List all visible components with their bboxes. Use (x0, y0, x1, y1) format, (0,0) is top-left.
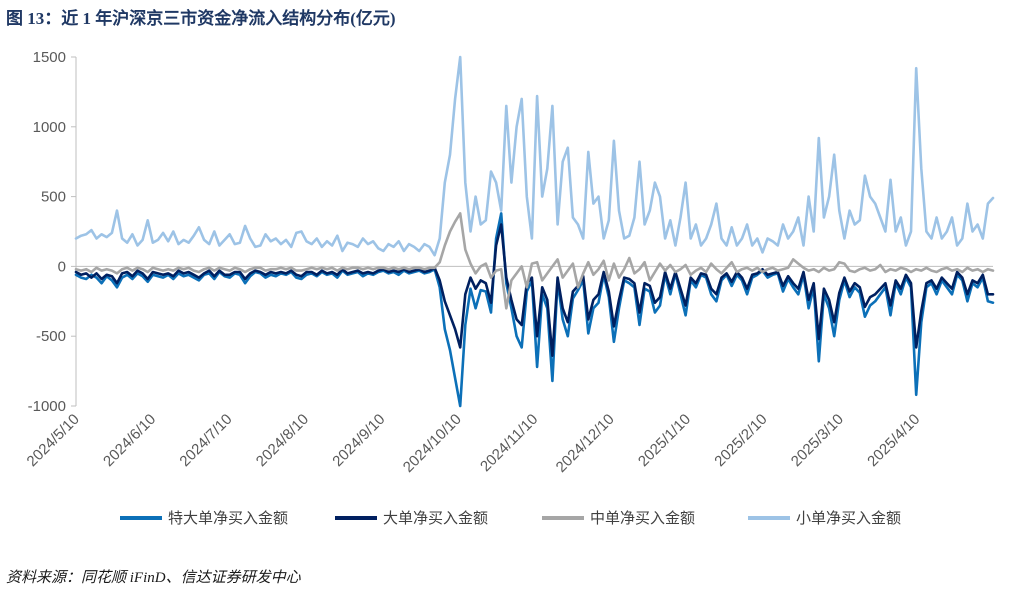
x-tick-label: 2024/6/10 (100, 411, 159, 470)
x-tick-label: 2024/8/10 (253, 411, 312, 470)
series-line-2 (74, 212, 995, 310)
x-tick-label: 2024/9/10 (329, 411, 388, 470)
legend-label-0: 特大单净买入金额 (168, 510, 288, 527)
x-tick-label: 2025/4/10 (864, 411, 923, 470)
series-line-1 (74, 223, 995, 358)
source-note: 资料来源：同花顺 iFinD、信达证券研发中心 (6, 570, 301, 586)
legend-label-1: 大单净买入金额 (383, 510, 488, 527)
y-tick-label: -1000 (28, 398, 66, 415)
figure-title: 图 13：近 1 年沪深京三市资金净流入结构分布(亿元) (6, 9, 396, 28)
line-chart: -1000 -500 0 500 1000 1500 2024/5/10 2024/6/10… (24, 49, 995, 527)
series-line-3 (74, 55, 995, 257)
x-tick-label: 2024/11/10 (477, 411, 541, 475)
y-tick-label: 500 (41, 189, 66, 206)
x-tick-label: 2025/1/10 (635, 411, 694, 470)
y-axis: -1000 -500 0 500 1000 1500 (28, 49, 77, 415)
x-tick-label: 2025/3/10 (788, 411, 847, 470)
series-layer (74, 55, 995, 408)
y-tick-label: -500 (36, 328, 66, 345)
legend-label-3: 小单净买入金额 (796, 510, 901, 527)
x-tick-label: 2024/10/10 (400, 411, 465, 476)
x-tick-label: 2025/2/10 (711, 411, 770, 470)
legend-label-2: 中单净买入金额 (590, 510, 695, 527)
x-tick-label: 2024/12/10 (553, 411, 618, 476)
y-tick-label: 1000 (33, 119, 66, 136)
y-tick-label: 1500 (33, 49, 66, 66)
legend: 特大单净买入金额 大单净买入金额 中单净买入金额 小单净买入金额 (120, 510, 901, 527)
x-tick-label: 2024/5/10 (24, 411, 83, 470)
x-tick-label: 2024/7/10 (176, 411, 235, 470)
series-line-0 (74, 212, 995, 408)
y-tick-label: 0 (58, 258, 66, 275)
